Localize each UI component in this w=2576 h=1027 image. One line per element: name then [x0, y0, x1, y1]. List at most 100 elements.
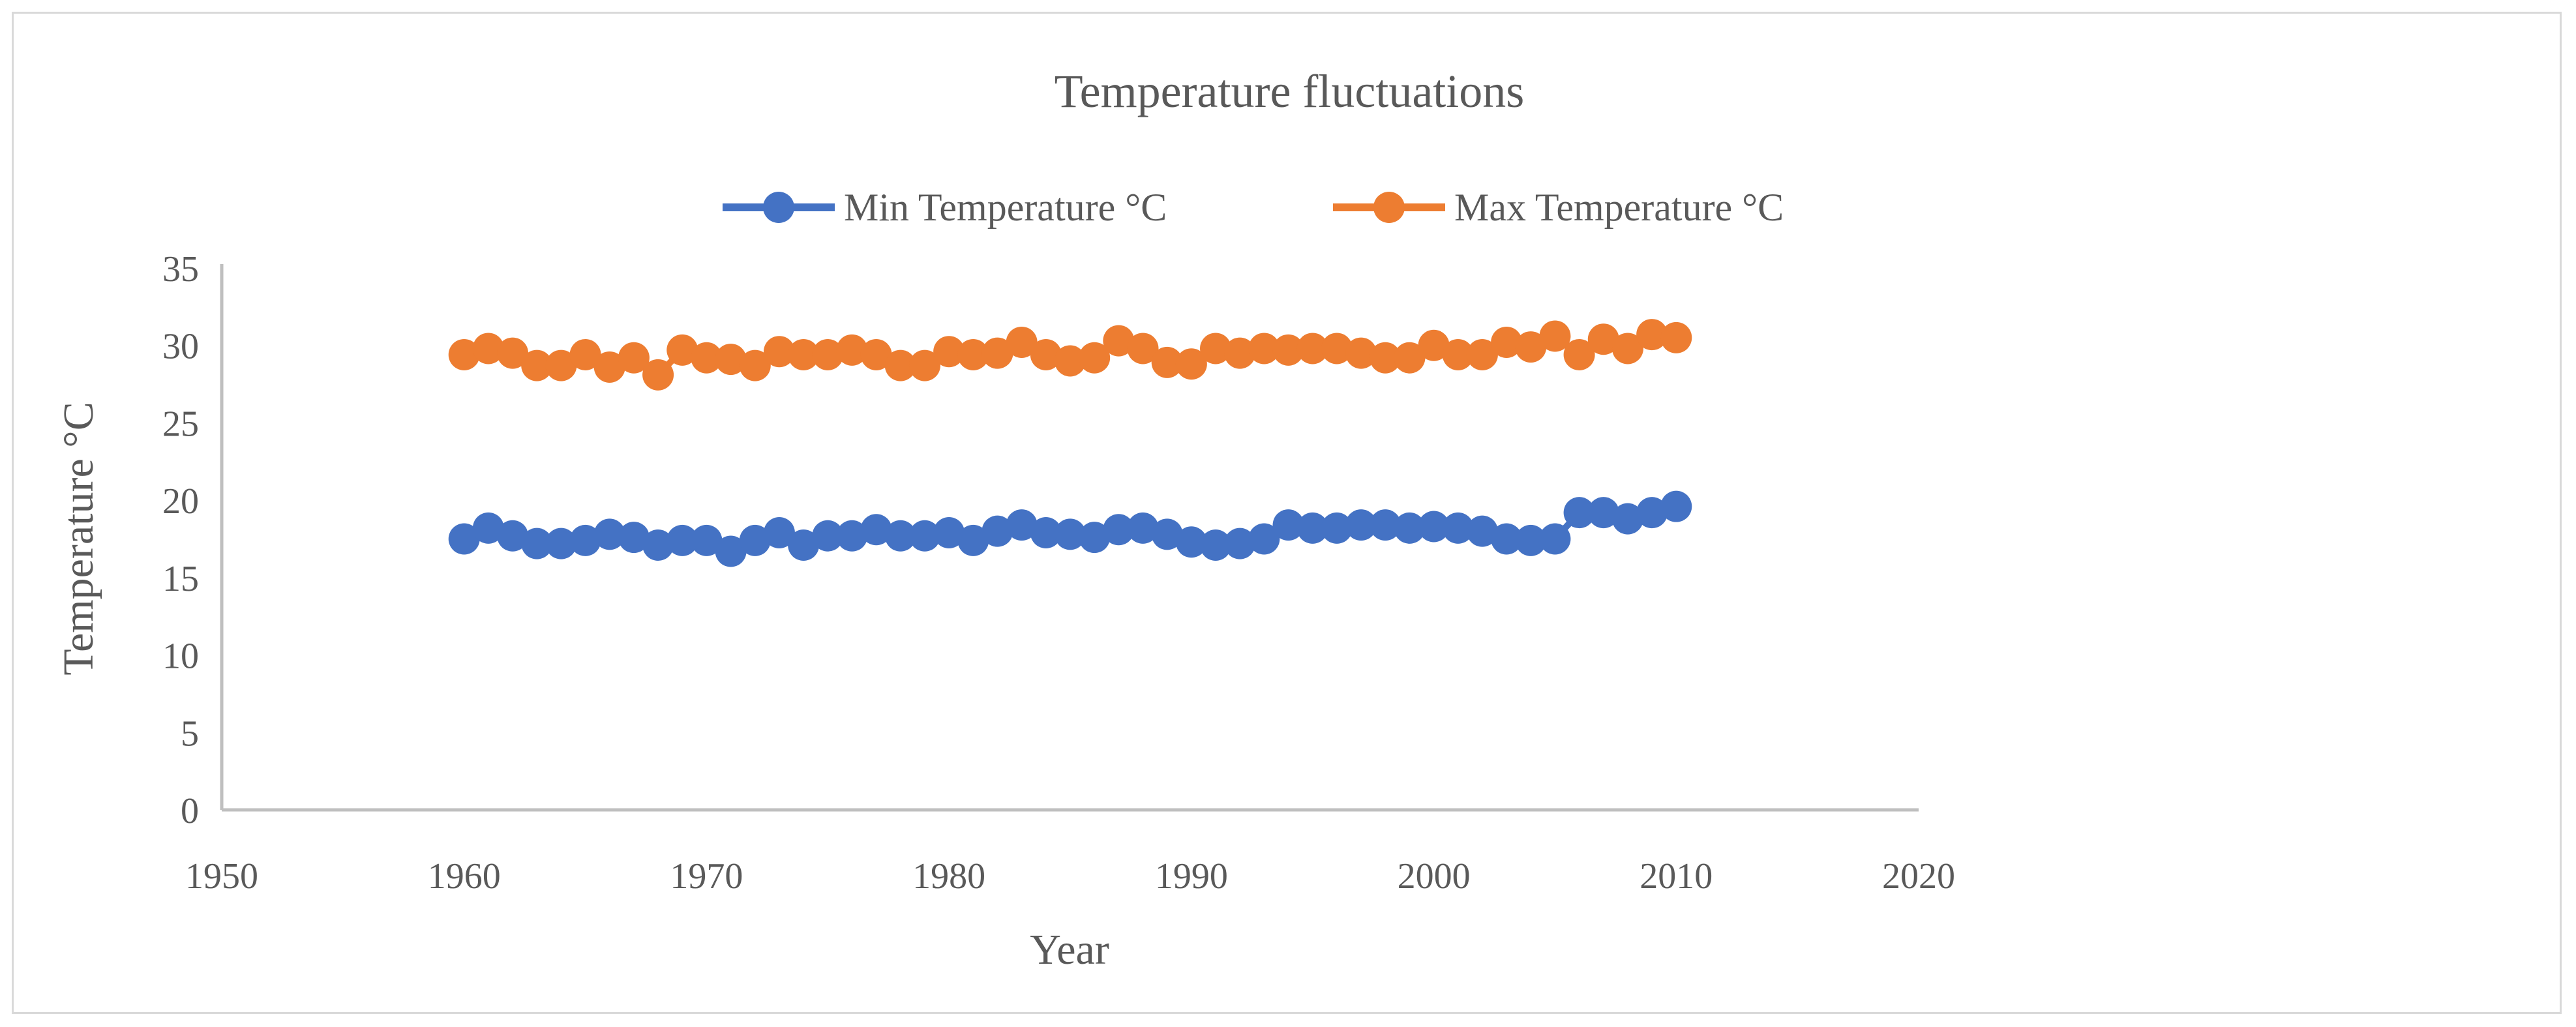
data-point	[1345, 337, 1377, 369]
legend-max-label: Max Temperature °C	[1454, 186, 1784, 229]
data-point	[1030, 338, 1062, 370]
data-point	[666, 524, 698, 556]
data-point	[448, 523, 480, 555]
x-tick-label: 2010	[1640, 856, 1713, 897]
legend-min-marker	[763, 192, 794, 223]
y-tick-label: 25	[162, 404, 199, 444]
data-point	[1055, 345, 1086, 377]
data-point	[812, 520, 844, 552]
x-tick-label: 1970	[670, 856, 743, 897]
series-min	[448, 490, 1692, 567]
data-point	[1636, 319, 1668, 351]
data-point	[545, 350, 577, 381]
data-point	[933, 336, 965, 368]
data-point	[1466, 515, 1498, 547]
data-point	[836, 334, 868, 366]
data-point	[521, 528, 553, 559]
data-point	[981, 515, 1013, 547]
data-point	[1587, 497, 1619, 529]
data-point	[1175, 526, 1207, 558]
data-point	[497, 520, 529, 552]
data-point	[1175, 348, 1207, 380]
data-point	[642, 529, 674, 561]
data-point	[1611, 503, 1643, 535]
data-point	[933, 517, 965, 549]
y-tick-label: 35	[162, 249, 199, 290]
data-point	[908, 350, 940, 381]
data-point	[1515, 331, 1547, 363]
data-point	[1151, 518, 1183, 550]
data-point	[448, 338, 480, 370]
data-point	[1636, 497, 1668, 529]
data-point	[1296, 512, 1328, 544]
data-point	[1079, 342, 1111, 374]
data-point	[1442, 338, 1474, 370]
data-point	[1370, 509, 1401, 541]
data-point	[593, 351, 625, 383]
data-point	[1200, 529, 1232, 561]
data-point	[812, 338, 844, 370]
data-point	[1272, 509, 1304, 541]
data-point	[860, 514, 892, 546]
y-tick-label: 0	[181, 791, 199, 831]
data-point	[1200, 333, 1232, 365]
data-point	[1151, 346, 1183, 378]
data-point	[1103, 325, 1135, 357]
data-point	[618, 522, 650, 554]
data-point	[957, 338, 989, 370]
data-point	[957, 524, 989, 556]
chart-frame	[12, 12, 2562, 1014]
data-point	[1248, 523, 1280, 555]
data-point	[908, 520, 940, 552]
data-point	[1006, 509, 1038, 541]
data-point	[1055, 518, 1086, 550]
data-point	[1660, 321, 1692, 353]
data-point	[1563, 338, 1595, 370]
data-point	[472, 333, 504, 365]
data-point	[1321, 512, 1353, 544]
data-point	[1563, 497, 1595, 529]
data-point	[739, 524, 771, 556]
data-point	[1321, 333, 1353, 365]
data-point	[1006, 326, 1038, 358]
data-point	[1370, 342, 1401, 374]
data-point	[593, 518, 625, 550]
data-point	[1539, 523, 1571, 555]
x-tick-label: 2000	[1398, 856, 1471, 897]
data-point	[1127, 333, 1159, 365]
data-point	[739, 350, 771, 381]
data-point	[1224, 528, 1256, 559]
data-point	[1539, 320, 1571, 352]
legend-max-marker	[1373, 192, 1405, 223]
data-point	[1079, 522, 1111, 554]
data-point	[1466, 338, 1498, 370]
data-point	[1442, 512, 1474, 544]
data-point	[1491, 523, 1523, 555]
y-tick-label: 5	[181, 713, 199, 754]
data-point	[1587, 323, 1619, 355]
y-tick-label: 15	[162, 559, 199, 599]
y-axis-title: Temperature °C	[55, 402, 102, 675]
data-point	[860, 338, 892, 370]
data-point	[1030, 517, 1062, 549]
x-tick-label: 1980	[912, 856, 985, 897]
data-point	[1394, 342, 1426, 374]
data-point	[1224, 337, 1256, 369]
y-tick-label: 20	[162, 481, 199, 522]
x-tick-label: 1990	[1155, 856, 1228, 897]
data-point	[884, 350, 916, 381]
data-point	[1248, 333, 1280, 365]
x-axis-title: Year	[1030, 926, 1109, 974]
data-point	[642, 359, 674, 391]
data-point	[569, 338, 601, 370]
data-point	[884, 520, 916, 552]
data-point	[1345, 509, 1377, 541]
data-point	[691, 524, 723, 556]
chart-title: Temperature fluctuations	[1055, 65, 1525, 117]
data-point	[1296, 333, 1328, 365]
x-tick-label: 1960	[428, 856, 501, 897]
legend-min-label: Min Temperature °C	[844, 186, 1167, 229]
data-point	[618, 342, 650, 374]
data-point	[569, 524, 601, 556]
x-tick-label: 2020	[1882, 856, 1955, 897]
